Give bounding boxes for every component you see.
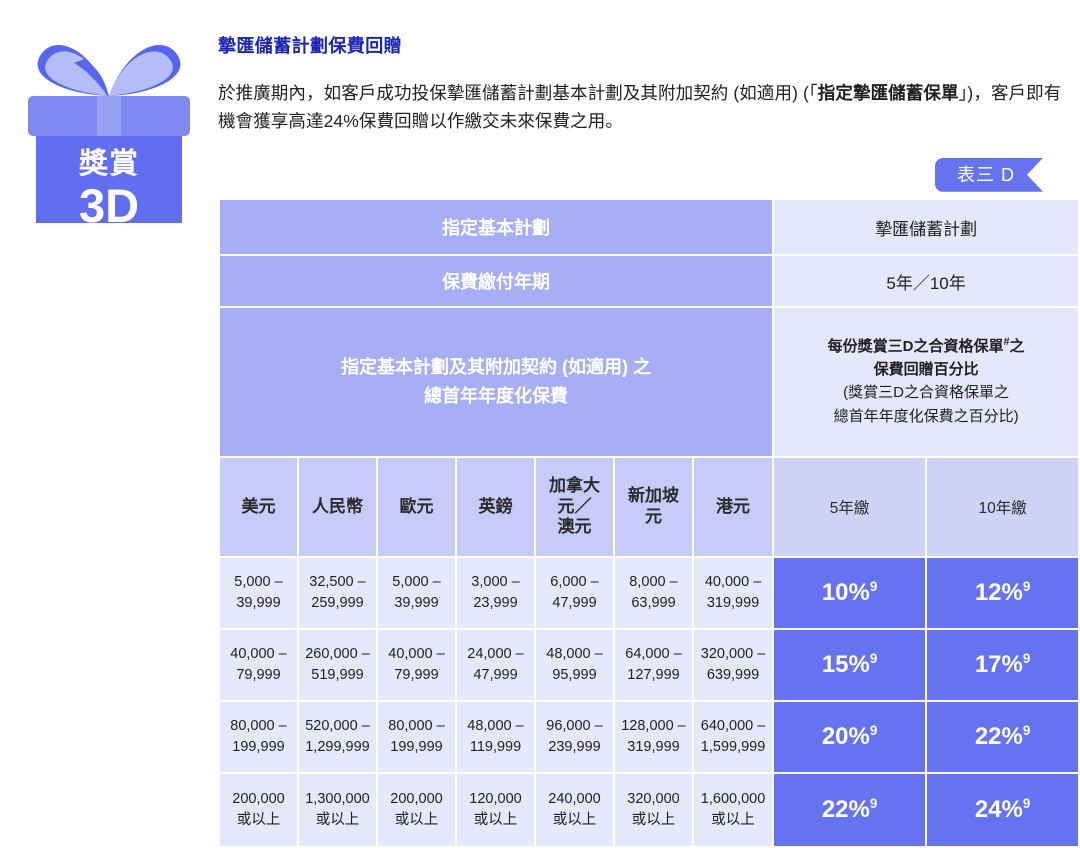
currency-header-sgd: 新加坡元 [615,458,692,556]
band-cell: 200,000 或以上 [378,774,455,846]
band-cell: 48,000 –119,999 [457,702,534,772]
body-text-part2: 」)，客戶即有機會獲享高達24%保費回贈以作繳交未來保費之用。 [218,83,1062,132]
body-text-part1: 於推廣期內，如客戶成功投保摯匯儲蓄計劃基本計劃及其附加契約 (如適用) (「 [218,83,818,103]
footnote-marker: 9 [1022,723,1031,738]
table-row: 5,000 –39,999 32,500 –259,999 5,000 –39,… [220,558,1079,628]
rebate-value: 12% [974,579,1023,606]
cell-premium-label: 指定基本計劃及其附加契約 (如適用) 之 總首年年度化保費 [220,308,773,456]
rebate-cell-10yr: 24%9 [927,774,1079,846]
rebate-cell-5yr: 10%9 [774,558,926,628]
rebate-label-line2: 保費回贈百分比 [873,360,979,378]
rebate-cell-10yr: 22%9 [927,702,1079,772]
footnote-marker: 9 [1022,796,1031,811]
rebate-cell-5yr: 15%9 [774,630,926,700]
rebate-cell-10yr: 17%9 [927,630,1079,700]
rebate-value: 22% [974,723,1023,750]
rebate-cell-5yr: 22%9 [774,774,926,846]
band-cell: 64,000 –127,999 [615,630,692,700]
footnote-marker: 9 [869,796,878,811]
band-cell: 96,000 –239,999 [536,702,613,772]
currency-header-hkd: 港元 [694,458,773,556]
footnote-marker: 9 [869,579,878,594]
rebate-cell-10yr: 12%9 [927,558,1079,628]
premium-label-line2: 總首年年度化保費 [424,386,569,406]
band-cell: 200,000 或以上 [220,774,297,846]
band-cell: 3,000 –23,999 [457,558,534,628]
table-row: 80,000 –199,999 520,000 –1,299,999 80,00… [220,702,1079,772]
payment-header-5yr: 5年繳 [774,458,926,556]
rebate-value: 20% [821,723,870,750]
footnote-marker: 9 [1022,651,1031,666]
cell-term-label: 保費繳付年期 [220,256,773,306]
rebate-note-line1: (獎賞三D之合資格保單之 [843,384,1009,402]
footnote-marker: 9 [869,651,878,666]
gift-box-icon [28,44,190,223]
rebate-note-line2: 總首年年度化保費之百分比) [833,407,1019,425]
band-cell: 1,300,000 或以上 [299,774,376,846]
currency-header-rmb: 人民幣 [299,458,376,556]
band-cell: 260,000 –519,999 [299,630,376,700]
rebate-value: 17% [974,651,1023,678]
band-cell: 640,000 –1,599,999 [694,702,773,772]
section-title: 摯匯儲蓄計劃保費回贈 [218,36,402,56]
band-cell: 32,500 –259,999 [299,558,376,628]
band-cell: 24,000 –47,999 [457,630,534,700]
band-cell: 240,000 或以上 [536,774,613,846]
band-cell: 80,000 –199,999 [220,702,297,772]
footnote-marker: 9 [869,723,878,738]
table-row-term: 保費繳付年期 5年／10年 [220,256,1079,306]
currency-header-eur: 歐元 [378,458,455,556]
table-row: 200,000 或以上 1,300,000 或以上 200,000 或以上 120,0… [220,774,1079,846]
footnote-marker: 9 [1022,579,1031,594]
currency-header-cad-aud: 加拿大 元／ 澳元 [536,458,613,556]
table-row-plan: 指定基本計劃 摯匯儲蓄計劃 [220,200,1079,254]
body-text-bold: 指定摯匯儲蓄保單 [817,83,959,103]
premium-label-line1: 指定基本計劃及其附加契約 (如適用) 之 [341,357,652,378]
rebate-value: 10% [821,579,870,606]
band-cell: 40,000 –79,999 [220,630,297,700]
band-cell: 320,000 或以上 [615,774,692,846]
band-cell: 40,000 –79,999 [378,630,455,700]
section-body: 於推廣期內，如客戶成功投保摯匯儲蓄計劃基本計劃及其附加契約 (如適用) (「指定… [218,58,1063,136]
rebate-label-hash-sup: # [1003,336,1010,349]
band-cell: 48,000 –95,999 [536,630,613,700]
table-badge: 表三 D [935,158,1043,192]
rebate-label-line1-text: 每份獎賞三D之合資格保單 [827,338,1004,356]
band-cell: 80,000 –199,999 [378,702,455,772]
rebate-cell-5yr: 20%9 [774,702,926,772]
band-cell: 128,000 –319,999 [615,702,692,772]
rebate-value: 24% [974,796,1023,823]
band-cell: 320,000 –639,999 [694,630,773,700]
premium-rebate-table: 指定基本計劃 摯匯儲蓄計劃 保費繳付年期 5年／10年 指定基本計劃及其附加契約… [218,198,1080,848]
table-row: 40,000 –79,999 260,000 –519,999 40,000 –… [220,630,1079,700]
cell-rebate-pct-label: 每份獎賞三D之合資格保單#之 保費回贈百分比 (獎賞三D之合資格保單之 總首年年… [774,308,1079,456]
band-cell: 5,000 –39,999 [378,558,455,628]
rebate-label-line1-tail: 之 [1009,338,1025,356]
content-column: 摯匯儲蓄計劃保費回贈 於推廣期內，如客戶成功投保摯匯儲蓄計劃基本計劃及其附加契約… [218,0,1063,136]
cell-plan-label: 指定基本計劃 [220,200,773,254]
band-cell: 5,000 –39,999 [220,558,297,628]
currency-header-gbp: 英鎊 [457,458,534,556]
rebate-value: 22% [821,796,870,823]
band-cell: 1,600,000 或以上 [694,774,773,846]
cell-plan-value: 摯匯儲蓄計劃 [774,200,1079,254]
band-cell: 520,000 –1,299,999 [299,702,376,772]
rebate-label-line1: 每份獎賞三D之合資格保單#之 [774,336,1078,359]
currency-header-usd: 美元 [220,458,297,556]
band-cell: 40,000 –319,999 [694,558,773,628]
band-cell: 8,000 –63,999 [615,558,692,628]
band-cell: 120,000 或以上 [457,774,534,846]
table-row-currency-headers: 美元 人民幣 歐元 英鎊 加拿大 元／ 澳元 新加坡元 港元 5年繳 10年繳 [220,458,1079,556]
payment-header-10yr: 10年繳 [927,458,1079,556]
band-cell: 6,000 –47,999 [536,558,613,628]
rebate-value: 15% [821,651,870,678]
cell-term-value: 5年／10年 [774,256,1079,306]
gift-box-graphic: 獎賞 3D [14,18,204,229]
table-row-premium-header: 指定基本計劃及其附加契約 (如適用) 之 總首年年度化保費 每份獎賞三D之合資格… [220,308,1079,456]
